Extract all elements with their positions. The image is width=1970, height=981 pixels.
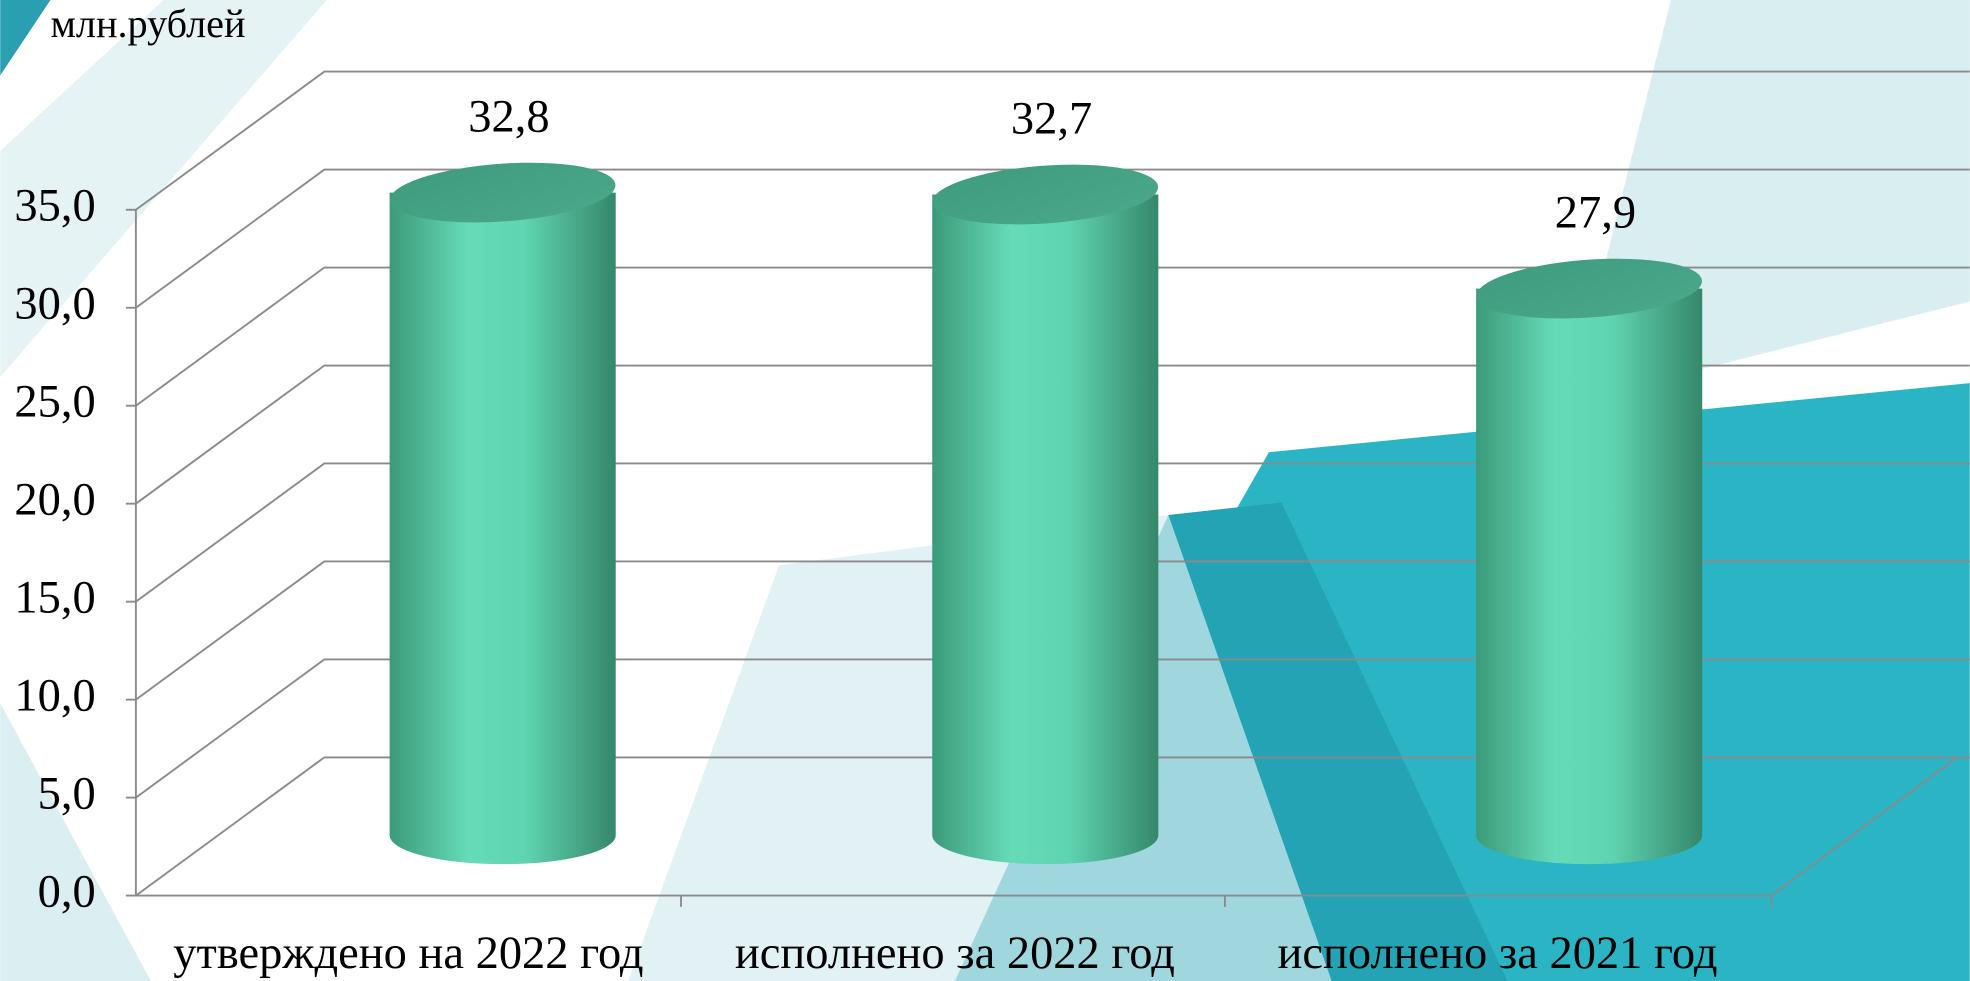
x-tick-label: исполнено за 2022 год [735,928,1175,979]
data-label: 27,9 [1555,188,1636,239]
y-tick-label: 5,0 [38,768,96,819]
y-tick-label: 20,0 [14,474,95,525]
bar-top [389,162,616,223]
bar-top [932,164,1159,225]
grid-line [135,756,1970,897]
x-tick-label: исполнено за 2021 год [1277,928,1717,979]
data-label: 32,7 [1011,94,1092,145]
bar [932,164,1159,865]
bar-body [389,192,616,865]
grid-line [135,266,1970,407]
x-tick-label: утверждено на 2022 год [173,928,643,979]
grid-line [135,168,1970,309]
bar [1476,258,1703,865]
data-label: 32,8 [468,92,549,143]
bars [389,162,1703,865]
grid [125,70,1970,897]
grid-line [135,658,1970,799]
grid-line [135,560,1970,701]
grid-line [135,364,1970,505]
grid-line [135,462,1970,603]
y-axis-label: млн.рублей [50,1,245,46]
y-tick-label: 25,0 [14,376,95,427]
y-tick-label: 35,0 [14,180,95,231]
grid-line [135,70,1970,211]
bar-top [1476,258,1702,319]
bar [389,162,616,865]
bar-body [1476,288,1703,865]
floor [134,209,1958,907]
bar-body [932,194,1159,865]
y-tick-label: 0,0 [38,866,96,917]
y-tick-label: 15,0 [14,572,95,623]
y-tick-label: 30,0 [14,278,95,329]
floor-edge [1770,756,1958,897]
y-tick-label: 10,0 [14,670,95,721]
